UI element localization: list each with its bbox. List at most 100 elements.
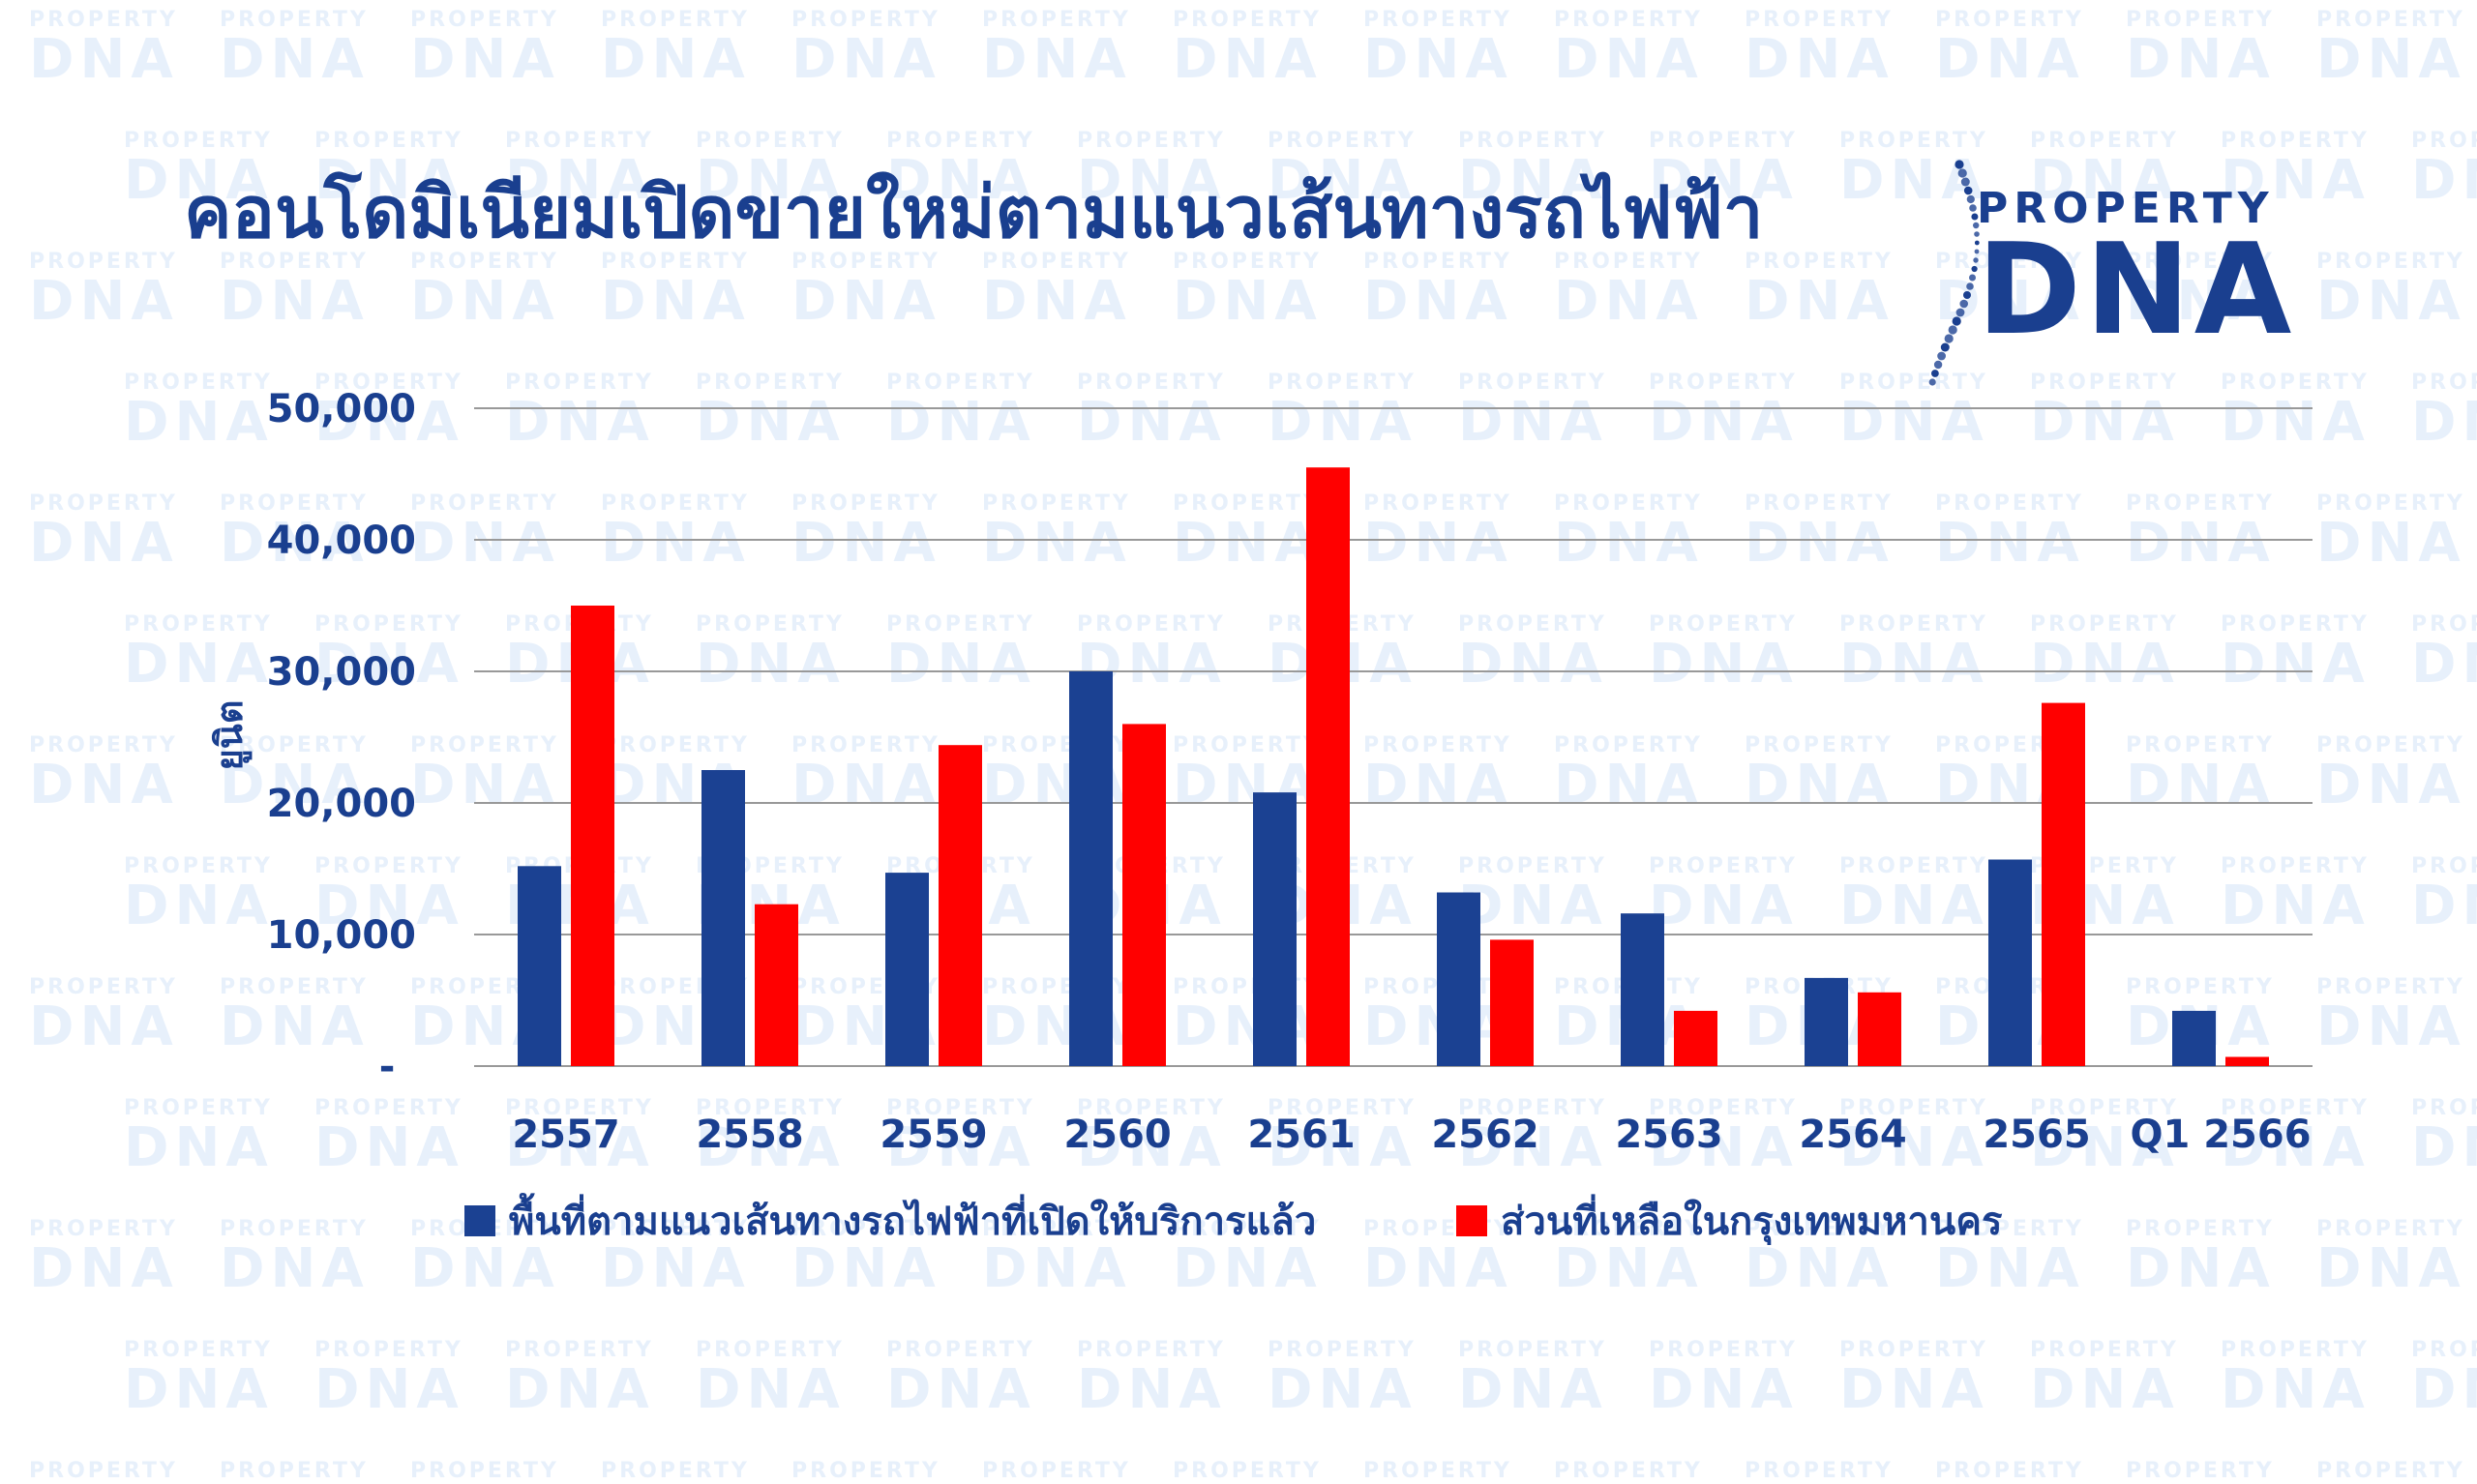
watermark-text-small: PROPERTY [982,250,1131,274]
watermark-text-small: PROPERTY [1745,491,1894,516]
watermark-text-big: DNA [220,28,370,91]
x-tick-label: 2562 [1431,1113,1538,1157]
watermark-text-big: DNA [1268,1116,1418,1179]
watermark-text-big: DNA [2126,28,2276,91]
watermark-text-small: PROPERTY [314,129,463,153]
watermark-text-big: DNA [29,1237,179,1300]
watermark-text-big: DNA [2030,633,2180,696]
helix-dot [1974,249,1980,254]
watermark-text-small: PROPERTY [124,612,273,637]
watermark-text-small: PROPERTY [1458,1096,1607,1120]
watermark-text-big: DNA [1458,1358,1608,1421]
y-tick-label: 20,000 [267,782,416,826]
watermark-text-small: PROPERTY [220,733,369,757]
watermark-text-big: DNA [1173,270,1323,333]
watermark-text-small: PROPERTY [601,8,750,32]
watermark-text-big: DNA [696,1116,846,1179]
bar-series-2-2558 [755,904,798,1066]
property-dna-logo: PROPERTY DNA [1921,155,2327,387]
watermark-text-small: PROPERTY [1458,612,1607,637]
y-axis-ticks: - 10,000 20,000 30,000 40,000 50,000 [267,387,416,1089]
watermark-text-small: PROPERTY [505,371,654,395]
bar-series-2-2564 [1858,992,1901,1066]
helix-dot [1971,265,1978,273]
watermark-text-big: DNA [886,633,1036,696]
watermark-text-small: PROPERTY [29,733,178,757]
bar-series-1-2559 [885,873,929,1066]
watermark-text-small: PROPERTY [1649,371,1798,395]
watermark-text-small: PROPERTY [2316,1217,2465,1241]
watermark-text-big: DNA [982,28,1132,91]
watermark-text-small: PROPERTY [2126,1459,2275,1483]
watermark-text-small: PROPERTY [1268,371,1417,395]
watermark-text-small: PROPERTY [886,1096,1035,1120]
watermark-text-small: PROPERTY [1935,1217,2084,1241]
watermark-text-small: PROPERTY [886,371,1035,395]
watermark-text-small: PROPERTY [886,1338,1035,1362]
watermark-text-small: PROPERTY [1363,8,1512,32]
watermark-text-small: PROPERTY [791,8,940,32]
watermark-text-big: DNA [1173,28,1323,91]
watermark-text-small: PROPERTY [1077,1338,1226,1362]
watermark-text-big: DNA [29,270,179,333]
watermark-text-small: PROPERTY [410,250,559,274]
watermark-text-small: PROPERTY [791,1459,940,1483]
watermark-text-small: PROPERTY [2316,733,2465,757]
helix-dot [1974,231,1980,237]
watermark-text-big: DNA [314,391,464,454]
bar-series-1-2563 [1621,913,1664,1066]
watermark-text-small: PROPERTY [1554,250,1703,274]
chart-title: คอนโดมิเนียมเปิดขายใหม่ตามแนวเส้นทางรถไฟ… [184,171,1764,254]
watermark-text-big: DNA [1458,875,1608,937]
watermark-text-big: DNA [2126,1237,2276,1300]
watermark-text-big: DNA [1363,1237,1513,1300]
watermark-text-big: DNA [29,512,179,575]
watermark-text-big: DNA [1649,875,1799,937]
watermark-text-small: PROPERTY [2030,129,2179,153]
watermark-text-big: DNA [601,1237,751,1300]
watermark-text-big: DNA [2316,512,2466,575]
watermark-text-small: PROPERTY [1839,612,1988,637]
watermark-text-small: PROPERTY [1745,1217,1894,1241]
watermark-text-big: DNA [2316,270,2466,333]
x-tick-label: 2565 [1983,1113,2090,1157]
bar-series-2-2560 [1122,724,1166,1066]
watermark-text-small: PROPERTY [1268,129,1417,153]
watermark-text-big: DNA [124,1358,274,1421]
watermark-text-small: PROPERTY [1839,371,1988,395]
bar-series-2-2561 [1306,467,1350,1066]
watermark-text-big: DNA [2030,1358,2180,1421]
watermark-text-small: PROPERTY [1554,1217,1703,1241]
watermark-text-big: DNA [124,1116,274,1179]
watermark-text-small: PROPERTY [1839,854,1988,878]
watermark-text-small: PROPERTY [2411,1096,2477,1120]
helix-dot [1969,274,1976,282]
